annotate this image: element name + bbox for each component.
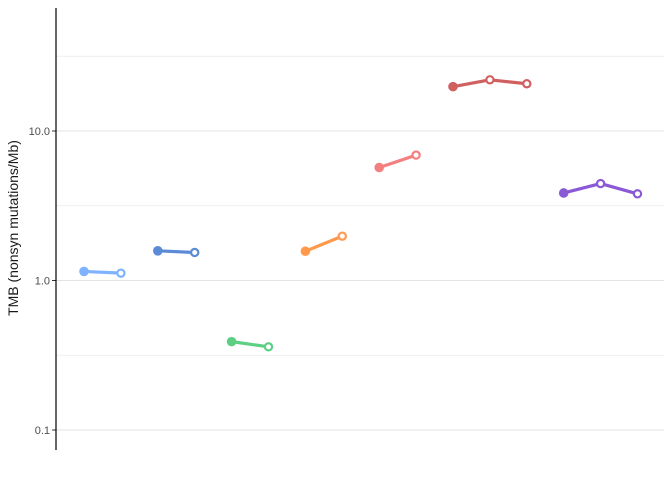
series-line [156,249,197,255]
data-point-filled [79,266,89,277]
data-point-hollow [116,268,126,278]
data-point-filled [300,246,311,257]
series-group [558,178,643,199]
series-group [79,266,126,278]
y-tick-label: 10.0 [29,126,50,138]
y-axis: 0.1 1.0 10.0 [29,8,57,450]
data-point-hollow [522,79,532,89]
data-point-hollow [411,150,421,160]
y-tick-label: 0.1 [35,425,50,437]
data-point-hollow [485,75,495,85]
data-point-filled [448,81,458,92]
grid-lines [56,55,664,431]
data-point-filled [558,188,569,198]
series-lines [79,75,643,352]
series-line [230,340,271,349]
data-point-hollow [337,231,347,241]
data-point-hollow [632,189,643,199]
series-group [226,336,274,352]
data-point-hollow [263,342,274,352]
data-point-hollow [595,178,606,189]
data-point-filled [226,336,237,347]
y-tick-label: 1.0 [35,276,50,288]
y-axis-title: TMB (nonsyn mutations/Mb) [5,140,21,316]
series-group [300,231,347,257]
series-group [374,150,421,173]
series-group [153,246,200,258]
data-point-filled [153,246,163,256]
series-line [377,153,418,170]
series-group [448,75,532,92]
series-line [303,234,344,253]
series-line [82,269,123,275]
data-point-hollow [189,247,200,258]
data-point-filled [374,162,385,173]
